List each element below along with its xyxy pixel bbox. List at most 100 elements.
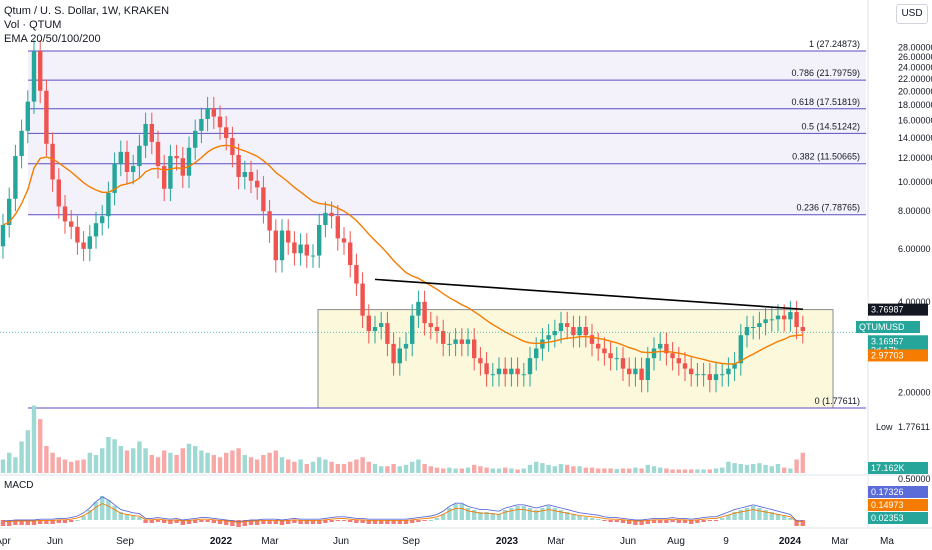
- candle-body: [360, 283, 365, 316]
- macd-histogram-bar: [25, 520, 30, 525]
- volume-bar: [286, 459, 291, 473]
- volume-bar: [503, 467, 508, 473]
- candle-body: [478, 358, 483, 364]
- volume-bar: [31, 405, 37, 473]
- candle-body: [527, 358, 533, 375]
- macd-histogram-bar: [441, 514, 446, 520]
- volume-bar: [565, 464, 570, 473]
- candle-body: [193, 130, 198, 148]
- candle-body: [459, 339, 464, 344]
- candle-body: [509, 368, 514, 375]
- candle-body: [521, 374, 526, 376]
- volume-bar: [583, 467, 588, 473]
- macd-histogram-bar: [118, 512, 123, 520]
- macd-histogram-bar: [410, 520, 415, 523]
- candle-body: [794, 312, 799, 328]
- candle-body: [577, 327, 582, 336]
- candle-body: [124, 151, 130, 172]
- candle-body: [726, 368, 731, 375]
- time-tick-label: Sep: [402, 536, 420, 547]
- price-tick-label: 14.00000: [898, 133, 932, 143]
- candle-body: [255, 180, 260, 188]
- candle-body: [286, 230, 291, 243]
- volume-bar: [416, 459, 421, 473]
- macd-histogram-bar: [577, 516, 582, 520]
- volume-bar: [87, 452, 92, 473]
- macd-histogram-bar: [137, 517, 142, 520]
- volume-bar: [323, 459, 328, 473]
- symbol-title[interactable]: Qtum / U. S. Dollar, 1W, KRAKEN: [4, 5, 170, 17]
- macd-histogram-bar: [292, 520, 297, 523]
- price-tick-label: 24.00000: [898, 63, 932, 73]
- volume-bar: [168, 452, 173, 473]
- volume-bar: [633, 467, 638, 473]
- low-label: Low: [876, 422, 893, 432]
- volume-bar: [732, 463, 737, 473]
- volume-bar: [558, 464, 564, 473]
- candle-body: [261, 187, 266, 212]
- volume-bar: [329, 461, 334, 473]
- price-tick-label: 18.00000: [898, 100, 932, 110]
- macd-histogram-bar: [286, 520, 291, 524]
- macd-histogram-bar: [800, 520, 805, 526]
- price-tick-label: 4.00000: [898, 297, 931, 307]
- macd-histogram-bar: [720, 518, 725, 520]
- candle-body: [310, 255, 316, 257]
- volume-bar: [298, 459, 303, 473]
- candle-body: [335, 216, 340, 239]
- volume-bar: [552, 466, 557, 473]
- candle-body: [775, 315, 781, 320]
- candle-body: [50, 143, 55, 180]
- fib-label: 1 (27.24873): [809, 39, 860, 49]
- volume-bar: [100, 448, 105, 473]
- volume-bar: [162, 450, 167, 473]
- macd-histogram-bar: [205, 520, 210, 522]
- macd-histogram-bar: [230, 520, 235, 526]
- time-tick-label: Sep: [116, 536, 134, 547]
- time-tick-label: Jun: [620, 536, 636, 547]
- macd-histogram-bar: [168, 520, 173, 524]
- macd-histogram-bar: [329, 520, 334, 522]
- volume-bar: [230, 450, 235, 473]
- macd-histogram-bar: [267, 520, 272, 524]
- macd-histogram-bar: [56, 520, 61, 523]
- ema-legend[interactable]: EMA 20/50/100/200: [4, 33, 101, 45]
- macd-histogram-bar: [193, 520, 198, 523]
- macd-histogram-bar: [422, 520, 427, 521]
- macd-histogram-bar: [651, 520, 657, 523]
- candle-body: [596, 343, 601, 349]
- volume-bar: [701, 469, 706, 473]
- macd-legend[interactable]: MACD: [4, 480, 34, 491]
- candle-body: [434, 327, 440, 332]
- macd-histogram-bar: [224, 520, 229, 525]
- macd-histogram-bar: [503, 510, 508, 520]
- macd-histogram-bar: [298, 520, 303, 524]
- volume-bar: [434, 467, 440, 473]
- candle-body: [354, 265, 359, 284]
- volume-bar: [248, 457, 254, 473]
- macd-histogram-bar: [385, 520, 390, 524]
- volume-bar: [763, 464, 768, 473]
- macd-histogram-bar: [0, 520, 6, 526]
- price-tick-label: 26.00000: [898, 52, 932, 62]
- macd-histogram-bar: [255, 520, 260, 525]
- macd-histogram-bar: [13, 520, 18, 525]
- candle-body: [279, 230, 285, 261]
- volume-bar: [217, 457, 223, 473]
- volume-bar: [242, 455, 247, 473]
- candle-body: [763, 319, 768, 324]
- candle-body: [490, 374, 495, 376]
- macd-badge-bg: [868, 512, 928, 524]
- volume-bar: [403, 464, 409, 473]
- price-badge-text: 2.97703: [871, 350, 904, 360]
- macd-histogram-bar: [794, 520, 799, 526]
- volume-bar: [670, 469, 675, 473]
- macd-histogram-bar: [397, 520, 402, 524]
- macd-histogram-bar: [521, 506, 526, 520]
- candle-body: [13, 156, 18, 199]
- currency-button[interactable]: USD: [896, 4, 928, 24]
- volume-legend[interactable]: Vol · QTUM: [4, 19, 62, 31]
- macd-histogram-bar: [348, 520, 353, 522]
- volume-bar: [211, 455, 216, 473]
